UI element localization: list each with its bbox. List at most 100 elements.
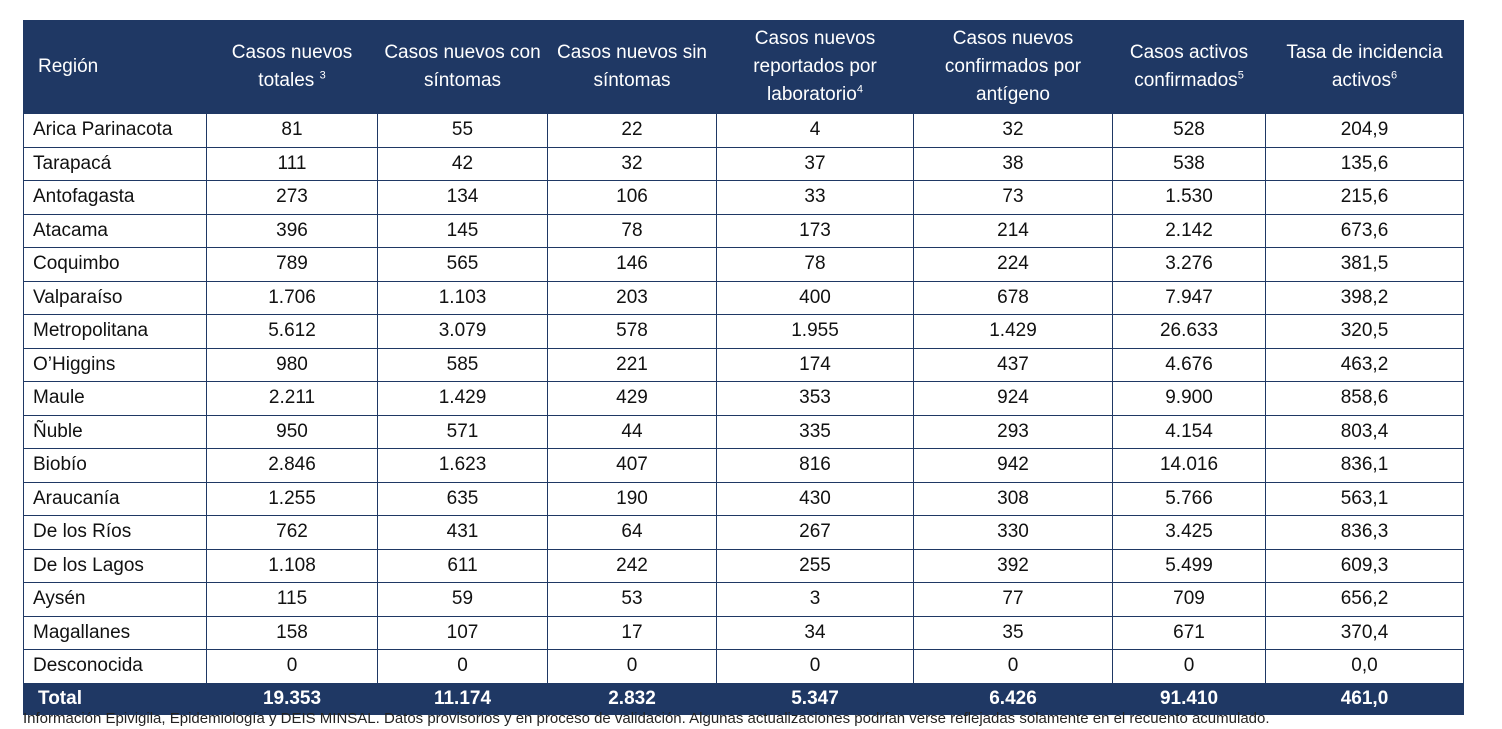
column-header-label: Casos nuevos confirmados por antígeno: [944, 28, 1082, 105]
footnote-marker: 6: [1391, 69, 1398, 82]
value-cell: 134: [377, 180, 548, 215]
value-cell: 77: [913, 582, 1113, 617]
value-cell: 950: [206, 414, 378, 449]
region-name-cell: Antofagasta: [23, 180, 207, 215]
value-cell: 1.955: [716, 314, 914, 349]
value-cell: 0: [716, 649, 914, 684]
column-header-label: Casos nuevos con síntomas: [384, 42, 541, 91]
value-cell: 37: [716, 146, 914, 181]
value-cell: 836,1: [1265, 448, 1464, 483]
value-cell: 789: [206, 247, 378, 282]
column-header: Tasa de incidencia activos6: [1265, 20, 1464, 114]
footnote-marker: 5: [1237, 69, 1244, 82]
table-row: De los Ríos 762 431 64 267 330 3.425 836,3: [23, 515, 1464, 550]
value-cell: 34: [716, 615, 914, 650]
value-cell: 214: [913, 213, 1113, 248]
value-cell: 563,1: [1265, 481, 1464, 516]
value-cell: 1.623: [377, 448, 548, 483]
value-cell: 203: [547, 280, 717, 315]
table-row: Maule 2.211 1.429 429 353 924 9.900 858,6: [23, 381, 1464, 416]
value-cell: 1.429: [377, 381, 548, 416]
table-row: Metropolitana 5.612 3.079 578 1.955 1.429 26.6…: [23, 314, 1464, 349]
value-cell: 370,4: [1265, 615, 1464, 650]
value-cell: 1.429: [913, 314, 1113, 349]
table-row: Coquimbo 789 565 146 78 224 3.276 381,5: [23, 247, 1464, 282]
value-cell: 73: [913, 180, 1113, 215]
value-cell: 107: [377, 615, 548, 650]
value-cell: 5.612: [206, 314, 378, 349]
value-cell: 78: [547, 213, 717, 248]
value-cell: 22: [547, 113, 717, 148]
value-cell: 190: [547, 481, 717, 516]
value-cell: 32: [547, 146, 717, 181]
value-cell: 0: [913, 649, 1113, 684]
total-value-cell: 6.426: [913, 682, 1113, 715]
value-cell: 42: [377, 146, 548, 181]
value-cell: 816: [716, 448, 914, 483]
value-cell: 53: [547, 582, 717, 617]
value-cell: 26.633: [1112, 314, 1266, 349]
value-cell: 0: [206, 649, 378, 684]
value-cell: 293: [913, 414, 1113, 449]
value-cell: 400: [716, 280, 914, 315]
total-value-cell: 19.353: [206, 682, 378, 715]
column-header: Casos nuevos confirmados por antígeno: [913, 20, 1113, 114]
total-row: Total 19.353 11.174 2.832 5.347 6.426 91.410 46…: [23, 682, 1464, 715]
value-cell: 836,3: [1265, 515, 1464, 550]
value-cell: 578: [547, 314, 717, 349]
value-cell: 709: [1112, 582, 1266, 617]
total-value-cell: 91.410: [1112, 682, 1266, 715]
value-cell: 33: [716, 180, 914, 215]
table-row: De los Lagos 1.108 611 242 255 392 5.499 609,3: [23, 548, 1464, 583]
table-row: Desconocida 0 0 0 0 0 0 0,0: [23, 649, 1464, 684]
column-header-label: Casos activos confirmados: [1129, 42, 1249, 91]
value-cell: 3.425: [1112, 515, 1266, 550]
value-cell: 430: [716, 481, 914, 516]
value-cell: 656,2: [1265, 582, 1464, 617]
value-cell: 173: [716, 213, 914, 248]
column-header-label: Casos nuevos sin síntomas: [557, 42, 707, 91]
value-cell: 571: [377, 414, 548, 449]
region-name-cell: Maule: [23, 381, 207, 416]
region-name-cell: O’Higgins: [23, 347, 207, 382]
value-cell: 803,4: [1265, 414, 1464, 449]
value-cell: 38: [913, 146, 1113, 181]
value-cell: 611: [377, 548, 548, 583]
source-footnote: Información Epivigila, Epidemiología y D…: [23, 710, 1270, 727]
total-value-cell: 461,0: [1265, 682, 1464, 715]
value-cell: 9.900: [1112, 381, 1266, 416]
value-cell: 353: [716, 381, 914, 416]
value-cell: 64: [547, 515, 717, 550]
value-cell: 0,0: [1265, 649, 1464, 684]
value-cell: 78: [716, 247, 914, 282]
region-name-cell: De los Lagos: [23, 548, 207, 583]
value-cell: 942: [913, 448, 1113, 483]
column-header: Casos nuevos totales 3: [206, 20, 378, 114]
value-cell: 224: [913, 247, 1113, 282]
value-cell: 55: [377, 113, 548, 148]
value-cell: 762: [206, 515, 378, 550]
value-cell: 32: [913, 113, 1113, 148]
value-cell: 0: [547, 649, 717, 684]
value-cell: 174: [716, 347, 914, 382]
value-cell: 4: [716, 113, 914, 148]
value-cell: 59: [377, 582, 548, 617]
value-cell: 1.530: [1112, 180, 1266, 215]
value-cell: 585: [377, 347, 548, 382]
region-name-cell: Atacama: [23, 213, 207, 248]
value-cell: 3: [716, 582, 914, 617]
column-header-label: Tasa de incidencia activos: [1286, 42, 1443, 91]
value-cell: 242: [547, 548, 717, 583]
value-cell: 35: [913, 615, 1113, 650]
table-body: Arica Parinacota 81 55 22 4 32 528 204,9 Tarapac…: [23, 113, 1464, 715]
column-header-label: Casos nuevos totales: [231, 42, 353, 91]
column-header: Casos nuevos reportados por laboratorio4: [716, 20, 914, 114]
footnote-marker: 3: [319, 69, 326, 82]
column-header: Casos nuevos sin síntomas: [547, 20, 717, 114]
region-name-cell: Tarapacá: [23, 146, 207, 181]
value-cell: 398,2: [1265, 280, 1464, 315]
value-cell: 858,6: [1265, 381, 1464, 416]
value-cell: 528: [1112, 113, 1266, 148]
value-cell: 267: [716, 515, 914, 550]
value-cell: 308: [913, 481, 1113, 516]
